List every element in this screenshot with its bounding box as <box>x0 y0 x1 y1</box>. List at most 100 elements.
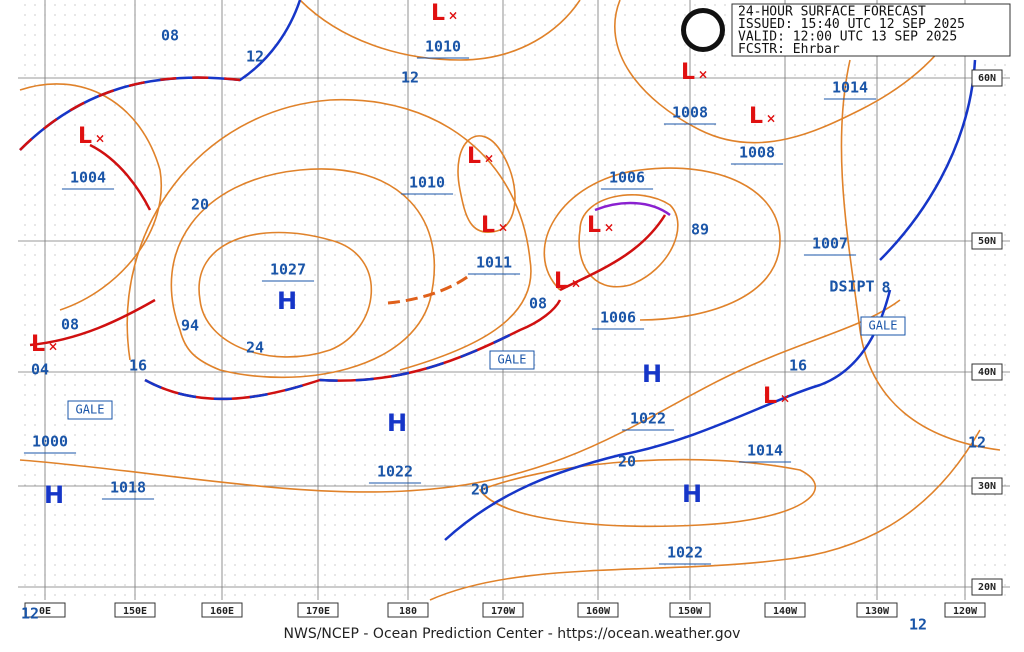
lon-label-box <box>24 602 66 618</box>
lon-label-box <box>387 602 429 618</box>
high-center: H <box>44 481 64 509</box>
lat-label: 40N <box>978 367 996 378</box>
lon-label: 170W <box>491 606 516 617</box>
pressure-label: 08 <box>161 27 179 45</box>
pressure-label: 1008 <box>739 144 775 162</box>
low-center: L <box>31 332 45 357</box>
gale-label: GALE <box>869 319 898 333</box>
lon-label: 170E <box>306 606 330 617</box>
header-line: FCSTR: Ehrbar <box>738 42 840 57</box>
low-x: × <box>604 221 614 235</box>
lon-label: 160E <box>210 606 234 617</box>
noaa-logo-inner <box>686 13 720 47</box>
lon-label: 140W <box>773 606 798 617</box>
lon-label: 150W <box>678 606 703 617</box>
high-center: H <box>682 480 702 508</box>
fronts <box>19 0 977 541</box>
gale-box <box>67 400 113 420</box>
low-x: × <box>95 132 105 146</box>
lon-label-box <box>944 602 986 618</box>
pressure-label: 1004 <box>70 169 106 187</box>
pressure-label: 1011 <box>476 254 512 272</box>
pressure-label: 12 <box>909 616 927 634</box>
low-x: × <box>780 392 790 406</box>
lon-label-box <box>114 602 156 618</box>
lat-label: 60N <box>978 73 996 84</box>
lat-label: 30N <box>978 481 996 492</box>
pressure-label: 1014 <box>747 442 783 460</box>
lon-label-box <box>669 602 711 618</box>
grid-dots <box>18 0 1010 600</box>
low-center: L <box>554 269 568 294</box>
low-x: × <box>571 277 581 291</box>
low-center: L <box>681 60 695 85</box>
pressure-label: 24 <box>246 339 264 357</box>
pressure-label: 94 <box>181 317 199 335</box>
lon-label-box <box>297 602 339 618</box>
footer: NWS/NCEP - Ocean Prediction Center - htt… <box>284 626 741 642</box>
dissipating-label: DSIPT <box>829 278 874 296</box>
pressure-label: 12 <box>401 69 419 87</box>
low-center: L <box>431 1 445 26</box>
pressure-label: 1010 <box>409 174 445 192</box>
pressure-label: 08 <box>61 316 79 334</box>
pressure-label: 89 <box>691 221 709 239</box>
lat-label-box <box>971 363 1003 381</box>
pressure-label: 16 <box>789 357 807 375</box>
pressure-label: 04 <box>31 361 49 379</box>
pressure-label: 8 <box>881 279 890 297</box>
low-x: × <box>484 152 494 166</box>
lat-label-box <box>971 232 1003 250</box>
low-center: L <box>78 124 92 149</box>
pressure-label: 20 <box>471 481 489 499</box>
low-x: × <box>766 112 776 126</box>
header-line: VALID: 12:00 UTC 13 SEP 2025 <box>738 30 957 45</box>
isobars <box>19 0 1001 601</box>
low-x: × <box>448 9 458 23</box>
lat-label-box <box>971 578 1003 596</box>
lon-label: 160W <box>586 606 611 617</box>
low-center: L <box>749 104 763 129</box>
lon-label: 130W <box>865 606 890 617</box>
pressure-label: 1022 <box>630 410 666 428</box>
pressure-label: 1006 <box>609 169 645 187</box>
pressure-label: 1000 <box>32 433 68 451</box>
lon-label-box <box>482 602 524 618</box>
gale-label: GALE <box>498 353 527 367</box>
pressure-label: 1022 <box>377 463 413 481</box>
low-x: × <box>498 221 508 235</box>
gale-box <box>860 316 906 336</box>
pressure-label: 20 <box>618 453 636 471</box>
lat-label-box <box>971 69 1003 87</box>
header-line: ISSUED: 15:40 UTC 12 SEP 2025 <box>738 17 965 32</box>
pressure-label: 16 <box>129 357 147 375</box>
lon-label: 120W <box>953 606 978 617</box>
high-center: H <box>387 409 407 437</box>
pressure-label: 08 <box>529 295 547 313</box>
pressure-label: 1022 <box>667 544 703 562</box>
lat-label: 50N <box>978 236 996 247</box>
low-center: L <box>481 213 495 238</box>
gale-label: GALE <box>76 403 105 417</box>
low-x: × <box>698 68 708 82</box>
lon-label-box <box>577 602 619 618</box>
header-line: 24-HOUR SURFACE FORECAST <box>738 5 926 20</box>
pressure-label: 1008 <box>672 104 708 122</box>
lon-label: 150E <box>123 606 147 617</box>
low-center: L <box>467 144 481 169</box>
pressure-label: 1006 <box>600 309 636 327</box>
low-x: × <box>48 340 58 354</box>
lat-label-box <box>971 477 1003 495</box>
lon-label-box <box>856 602 898 618</box>
high-center: H <box>642 360 662 388</box>
lon-label: 0E <box>39 606 51 617</box>
pressure-label: 1027 <box>270 261 306 279</box>
high-center: H <box>277 287 297 315</box>
pressure-label: 1007 <box>812 235 848 253</box>
lon-label-box <box>201 602 243 618</box>
low-center: L <box>763 384 777 409</box>
pressure-label: 1014 <box>832 79 868 97</box>
pressure-label: 1010 <box>425 38 461 56</box>
pressure-label: 12 <box>246 48 264 66</box>
